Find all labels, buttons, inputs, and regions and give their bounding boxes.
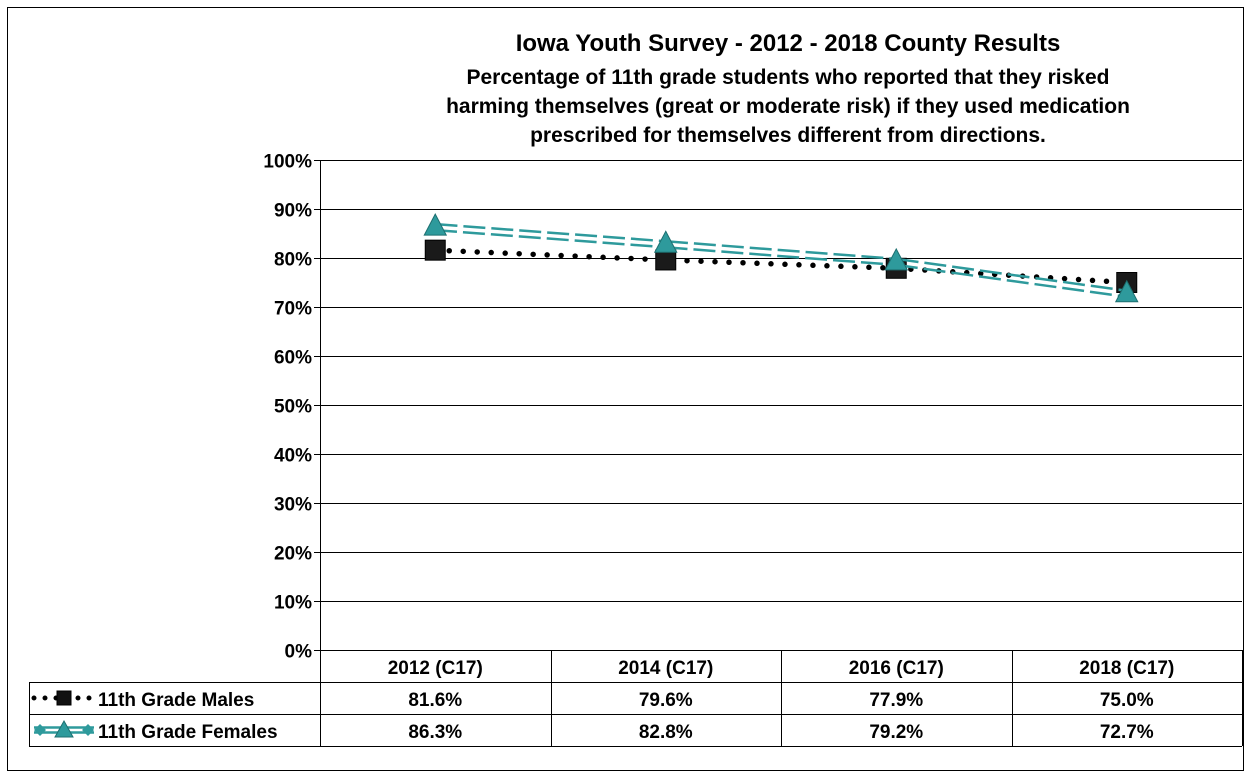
marker-males bbox=[655, 249, 677, 271]
y-tick-label: 90% bbox=[274, 201, 312, 222]
chart-border bbox=[7, 7, 1244, 771]
data-label: 79.6% bbox=[639, 690, 693, 711]
series-line-females bbox=[896, 257, 1128, 293]
chart-subtitle-line-2: harming themselves (great or moderate ri… bbox=[446, 95, 1130, 118]
chart-title: Iowa Youth Survey - 2012 - 2018 County R… bbox=[516, 30, 1061, 57]
data-label: 79.2% bbox=[869, 722, 923, 743]
marker-females bbox=[884, 247, 909, 271]
y-tick-label: 10% bbox=[274, 593, 312, 614]
marker-males bbox=[424, 239, 446, 261]
series-lines bbox=[423, 213, 1139, 303]
category-label: 2018 (C17) bbox=[1079, 658, 1174, 679]
legend-series-name: 11th Grade Males bbox=[98, 690, 254, 711]
chart-subtitle-line-1: Percentage of 11th grade students who re… bbox=[467, 66, 1110, 89]
y-tick-label: 50% bbox=[274, 397, 312, 418]
category-label: 2014 (C17) bbox=[618, 658, 713, 679]
data-label: 82.8% bbox=[639, 722, 693, 743]
gridlines bbox=[314, 160, 1242, 651]
data-label: 86.3% bbox=[408, 722, 462, 743]
chart-subtitle-line-3: prescribed for themselves different from… bbox=[530, 124, 1046, 147]
data-label: 81.6% bbox=[408, 690, 462, 711]
legend-series-name: 11th Grade Females bbox=[98, 722, 278, 743]
legend-key-marker-triangle bbox=[54, 719, 74, 738]
y-axis-tick-labels: 0% 10% 20% 30% 40% 50% 60% 70% 80% 90% 100% bbox=[263, 152, 312, 663]
category-label: 2016 (C17) bbox=[849, 658, 944, 679]
legend-key-arrow-right bbox=[82, 724, 94, 736]
data-table: 2012 (C17) 2014 (C17) 2016 (C17) 2018 (C17)… bbox=[29, 650, 1243, 747]
y-tick-label: 30% bbox=[274, 495, 312, 516]
data-label: 75.0% bbox=[1100, 690, 1154, 711]
marker-females bbox=[1114, 279, 1139, 303]
y-tick-label: 80% bbox=[274, 250, 312, 271]
series-line-females bbox=[435, 222, 667, 243]
legend-key-marker-square bbox=[56, 690, 72, 706]
y-tick-label: 40% bbox=[274, 446, 312, 467]
series-line-females bbox=[434, 228, 666, 249]
marker-females bbox=[653, 230, 678, 253]
y-tick-label: 20% bbox=[274, 544, 312, 565]
data-label: 72.7% bbox=[1100, 722, 1154, 743]
series-line-females bbox=[665, 246, 897, 267]
category-label: 2012 (C17) bbox=[388, 658, 483, 679]
series-line-females bbox=[665, 240, 897, 261]
legend-key-arrow-left bbox=[34, 724, 46, 736]
y-tick-label: 0% bbox=[285, 642, 313, 663]
data-label: 77.9% bbox=[869, 690, 923, 711]
y-tick-label: 100% bbox=[263, 152, 312, 173]
marker-females bbox=[423, 213, 448, 236]
series-line-females bbox=[895, 263, 1127, 298]
y-tick-label: 60% bbox=[274, 348, 312, 369]
y-tick-label: 70% bbox=[274, 299, 312, 320]
